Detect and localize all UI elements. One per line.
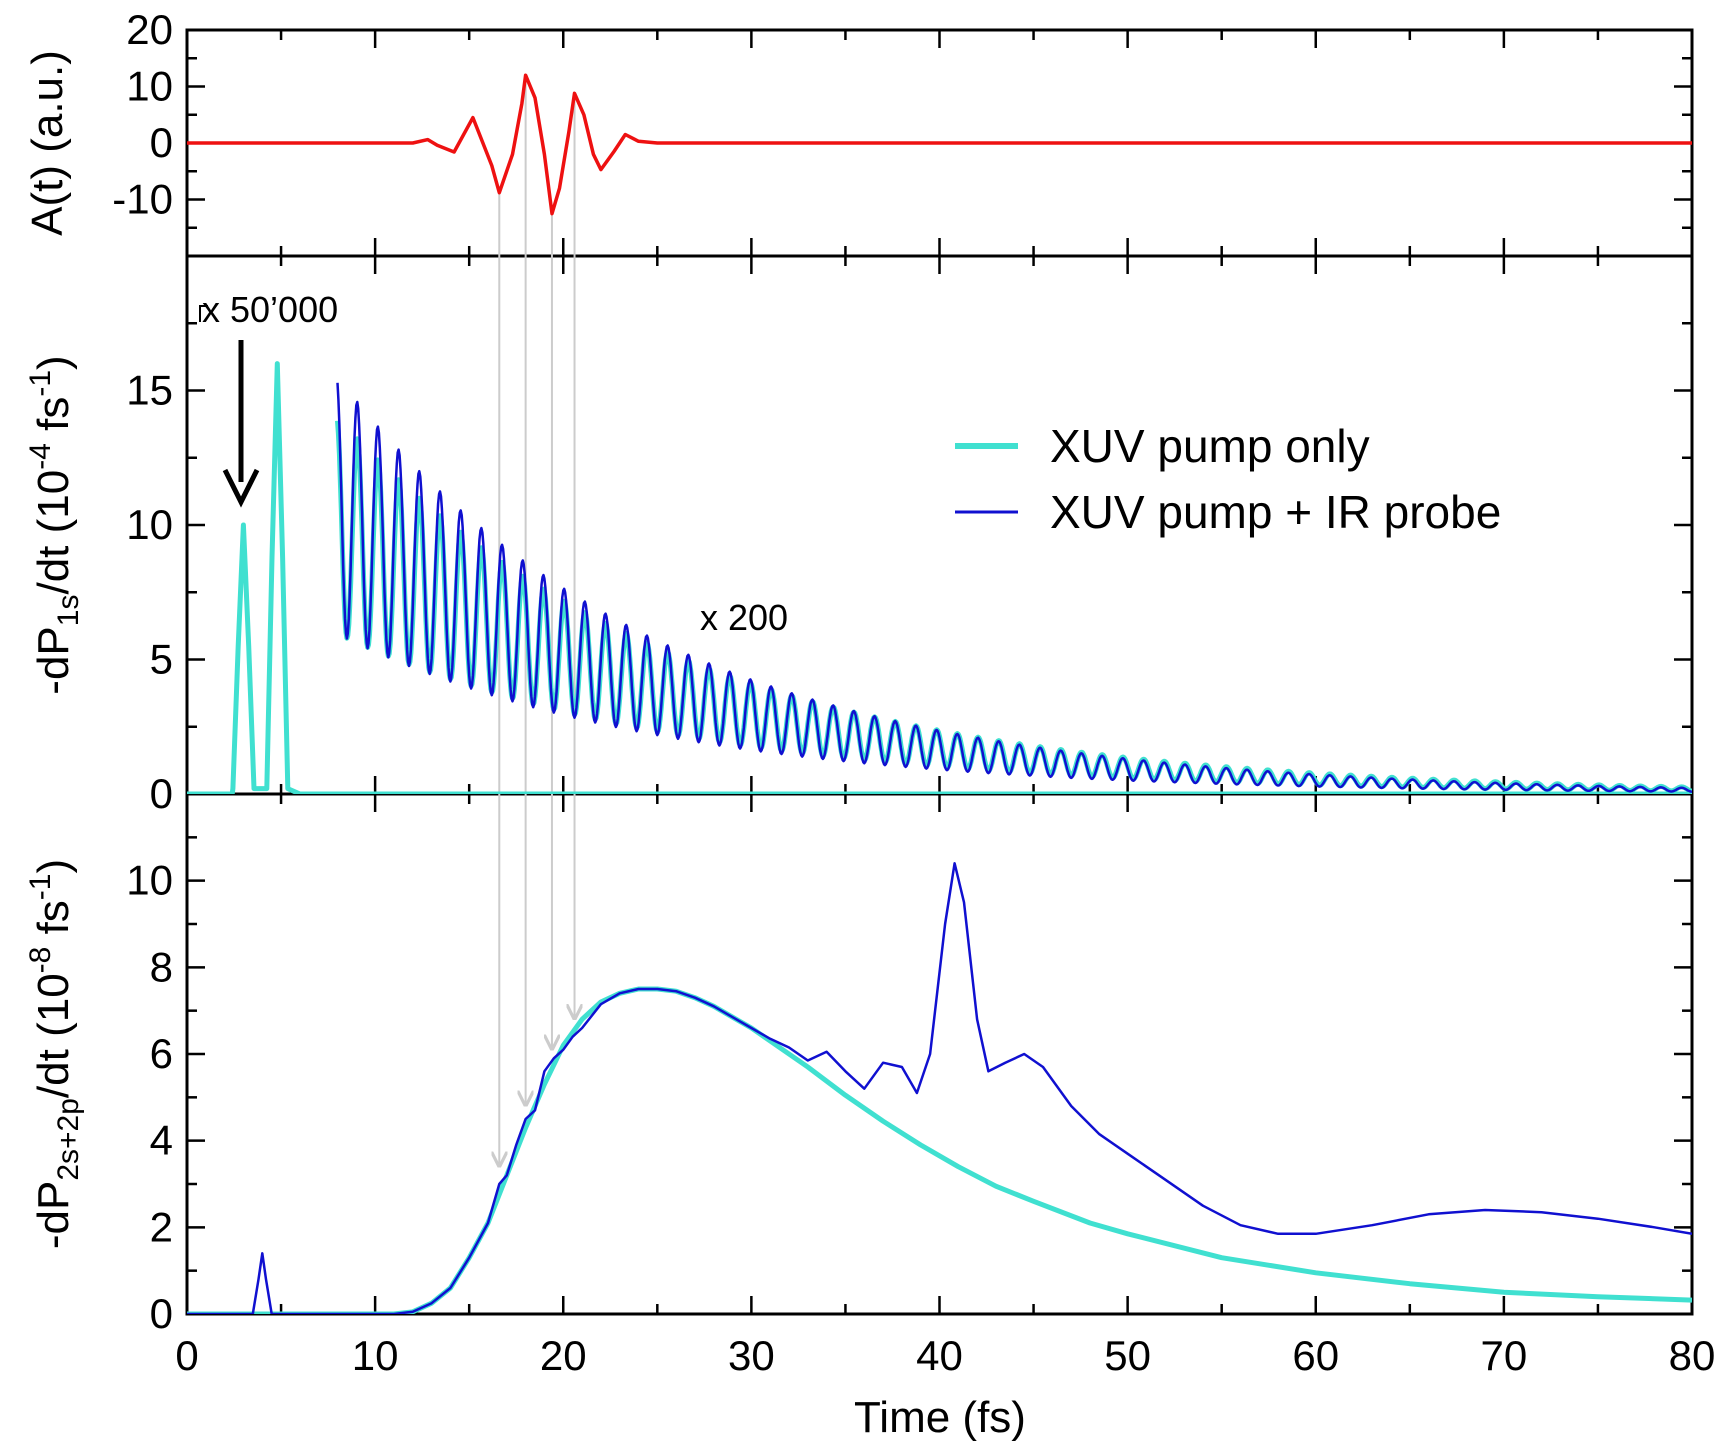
y-tick-label: 10 — [126, 501, 173, 548]
bottom-panel-frame — [185, 792, 1694, 1316]
scale-annotation-200: x 200 — [700, 597, 788, 638]
y-tick-label: 10 — [126, 63, 173, 110]
vector-potential-line — [187, 73, 1692, 216]
y-tick-label: 0 — [150, 770, 173, 817]
y-tick-label: 2 — [150, 1203, 173, 1250]
x-tick-label: 10 — [352, 1332, 399, 1379]
x-tick-label: 20 — [540, 1332, 587, 1379]
y-tick-label: 5 — [150, 636, 173, 683]
ticks-layer: 20 10 0 -10 0 5 10 15 0 2 4 6 8 10 0 10 20 30 40 50 60 70 80 — [112, 6, 1715, 1379]
top-ylabel: A(t) (a.u.) — [23, 50, 72, 236]
y-tick-label: -10 — [112, 176, 173, 223]
y-tick-label: 20 — [126, 6, 173, 53]
x-tick-label: 80 — [1669, 1332, 1716, 1379]
scale-arrow-head — [222, 468, 260, 508]
x-tick-label: 70 — [1481, 1332, 1528, 1379]
x-axis-title: Time (fs) — [854, 1393, 1026, 1442]
x-tick-label: 40 — [916, 1332, 963, 1379]
top-panel-series — [187, 73, 1692, 216]
xuv-only-line — [187, 986, 1692, 1314]
y-tick-label: 8 — [150, 943, 173, 990]
scale-annotation-50000: x 50’000 — [202, 289, 338, 330]
y-tick-label: 6 — [150, 1030, 173, 1077]
bottom-ylabel: -dP2s+2p/dt (10-8 fs-1) — [24, 859, 85, 1249]
legend-label-xuv-ir: XUV pump + IR probe — [1050, 486, 1501, 538]
middle-ylabel: -dP1s/dt (10-4 fs-1) — [24, 355, 85, 694]
y-tick-label: 4 — [150, 1117, 173, 1164]
x-tick-label: 30 — [728, 1332, 775, 1379]
x-tick-label: 60 — [1292, 1332, 1339, 1379]
xuv-ir-line — [187, 862, 1692, 1314]
scale-bracket — [199, 305, 208, 322]
y-tick-label: 0 — [150, 1290, 173, 1337]
bottom-panel-series — [187, 862, 1692, 1314]
xuv-only-early-line — [187, 361, 1692, 794]
middle-panel-series — [187, 361, 1692, 794]
x-tick-label: 50 — [1104, 1332, 1151, 1379]
y-tick-label: 10 — [126, 857, 173, 904]
y-tick-label: 15 — [126, 367, 173, 414]
x-tick-label: 0 — [175, 1332, 198, 1379]
legend-label-xuv-only: XUV pump only — [1050, 420, 1370, 472]
xuv-ir-oscillation-line — [336, 382, 1692, 793]
y-tick-label: 0 — [150, 119, 173, 166]
